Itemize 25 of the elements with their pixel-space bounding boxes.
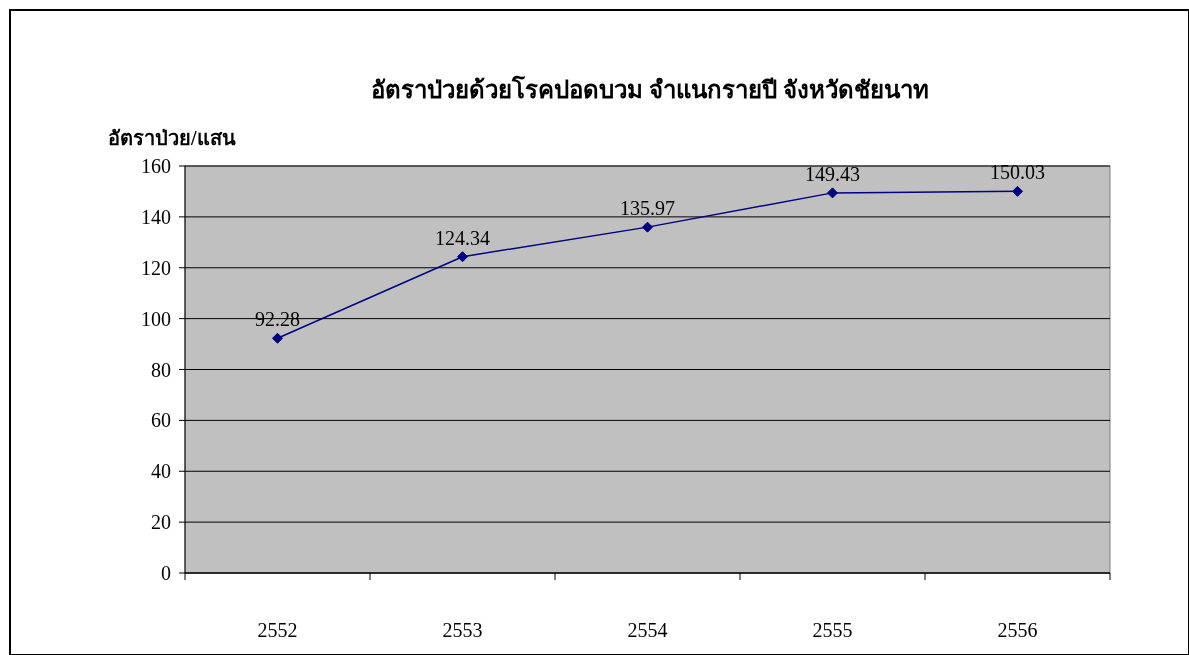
x-tick-label: 2555 <box>812 619 853 641</box>
x-tick-label: 2553 <box>442 619 483 641</box>
y-tick-label: 160 <box>141 155 171 177</box>
point <box>1012 185 1023 197</box>
data-label: 124.34 <box>435 226 490 249</box>
y-tick-label: 80 <box>151 358 171 381</box>
chart-title: อัตราป่วยด้วยโรคปอดบวม จำแนกรายปี จังหวัดชัยนาท <box>371 75 929 103</box>
y-tick-label: 100 <box>141 307 171 330</box>
point <box>457 251 468 263</box>
x-tick-label: 2554 <box>627 619 668 641</box>
y-tick-label: 0 <box>161 562 171 584</box>
data-label: 149.43 <box>805 162 860 185</box>
point <box>272 332 283 344</box>
point <box>642 221 653 233</box>
x-tick-label: 2552 <box>257 619 298 641</box>
point <box>827 187 838 199</box>
y-tick-label: 40 <box>151 460 171 483</box>
y-axis-title: อัตราป่วย/แสน <box>108 127 236 149</box>
data-label: 135.97 <box>620 197 675 220</box>
x-tick-label: 2556 <box>997 619 1038 641</box>
y-tick-label: 120 <box>141 256 171 279</box>
y-tick-label: 20 <box>151 511 171 534</box>
y-tick-label: 140 <box>141 205 171 228</box>
data-label: 150.03 <box>990 161 1045 184</box>
y-tick-label: 60 <box>151 409 171 432</box>
